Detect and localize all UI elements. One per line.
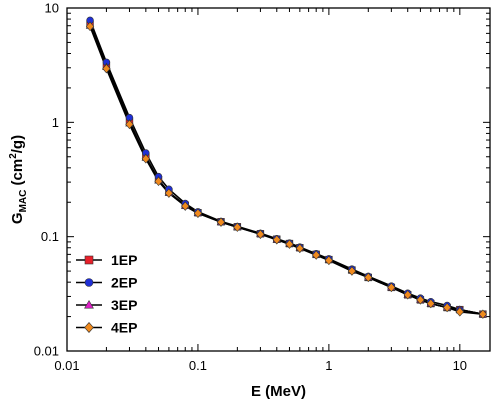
legend-label: 2EP bbox=[111, 275, 137, 291]
series-marker bbox=[285, 239, 294, 249]
series-marker bbox=[403, 290, 412, 300]
series-marker bbox=[102, 63, 111, 74]
series-marker bbox=[216, 217, 226, 227]
y-axis-title: GMAC (cm2/g) bbox=[8, 135, 29, 224]
series-marker bbox=[347, 266, 357, 276]
y-tick-label: 1 bbox=[52, 115, 59, 130]
series-line-3EP bbox=[89, 25, 484, 315]
series-marker bbox=[312, 250, 321, 260]
series-lines bbox=[89, 20, 484, 315]
y-axis-title-unit-sup: 2 bbox=[8, 153, 19, 159]
series-marker bbox=[442, 302, 452, 313]
x-tick-label: 0.01 bbox=[54, 358, 79, 373]
series-marker bbox=[478, 309, 488, 319]
series-marker bbox=[426, 298, 435, 309]
series-marker bbox=[295, 243, 304, 254]
series-marker bbox=[84, 278, 94, 287]
legend-label: 3EP bbox=[111, 297, 137, 313]
y-tick-label: 10 bbox=[45, 1, 59, 16]
x-axis-title: E (MeV) bbox=[251, 383, 306, 400]
series-line-2EP bbox=[89, 20, 484, 315]
y-axis-title-unit-suffix: /g) bbox=[9, 135, 26, 153]
series-markers bbox=[85, 16, 488, 319]
y-tick-label: 0.1 bbox=[41, 229, 59, 244]
series-marker bbox=[164, 188, 174, 198]
series-marker bbox=[84, 255, 94, 265]
series-marker bbox=[84, 300, 94, 309]
series-marker bbox=[84, 322, 94, 333]
series-line-1EP bbox=[89, 24, 484, 315]
x-tick-label: 10 bbox=[453, 358, 467, 373]
series-marker bbox=[233, 222, 242, 232]
series-marker bbox=[181, 201, 190, 211]
legend: 1EP 2EP 3EP 4EP bbox=[76, 252, 137, 336]
legend-label: 1EP bbox=[111, 252, 137, 268]
series-line-4EP bbox=[89, 26, 483, 315]
x-tick-label: 0.1 bbox=[189, 358, 207, 373]
y-axis-title-main: G bbox=[9, 212, 26, 224]
plot-frame bbox=[66, 7, 491, 352]
y-tick-labels: 0.01 0.1 1 10 bbox=[34, 1, 59, 359]
series-marker bbox=[364, 272, 373, 283]
series-marker bbox=[85, 21, 95, 32]
series-marker bbox=[387, 282, 396, 293]
y-tick-label: 0.01 bbox=[34, 344, 59, 359]
series-marker bbox=[125, 119, 134, 130]
series-marker bbox=[324, 255, 334, 266]
legend-label: 4EP bbox=[111, 320, 137, 336]
series-marker bbox=[256, 229, 265, 239]
series-marker bbox=[193, 208, 203, 219]
series-marker bbox=[272, 235, 281, 245]
tick-marks bbox=[66, 7, 490, 352]
series-marker bbox=[141, 154, 150, 164]
series-marker bbox=[416, 295, 425, 305]
y-axis-title-unit-prefix: (cm bbox=[9, 159, 26, 190]
series-marker bbox=[455, 307, 464, 317]
x-tick-labels: 0.01 0.1 1 10 bbox=[54, 358, 467, 373]
x-tick-label: 1 bbox=[325, 358, 332, 373]
y-axis-title-sub: MAC bbox=[18, 190, 29, 213]
series-marker bbox=[154, 176, 163, 186]
